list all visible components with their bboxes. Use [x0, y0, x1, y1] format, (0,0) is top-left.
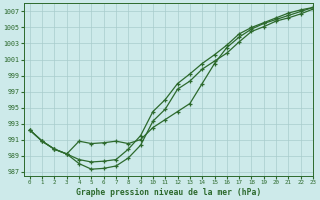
X-axis label: Graphe pression niveau de la mer (hPa): Graphe pression niveau de la mer (hPa): [76, 188, 261, 197]
